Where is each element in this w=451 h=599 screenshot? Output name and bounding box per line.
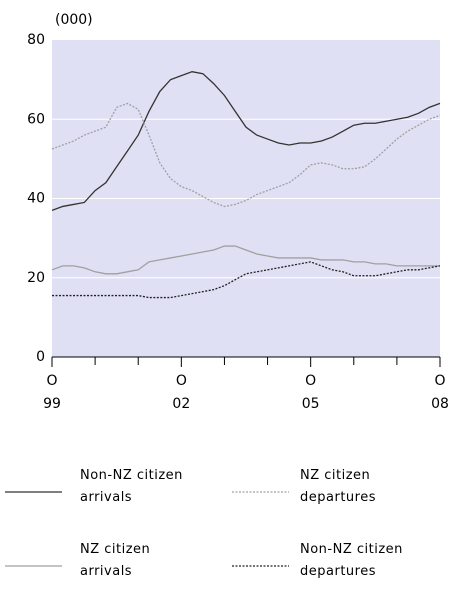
x-tick-label: O 02	[172, 373, 191, 412]
legend-label: Non-NZ citizen arrivals	[80, 468, 183, 505]
series-line	[51, 245, 440, 275]
legend-label: NZ citizen departures	[300, 468, 376, 505]
series-line	[51, 102, 441, 208]
y-tick-label: 60	[27, 111, 45, 127]
legend-label: NZ citizen arrivals	[80, 542, 151, 579]
y-tick-label: 80	[27, 32, 45, 48]
y-tick-label: 20	[27, 270, 45, 286]
x-tick-label: O 99	[43, 373, 61, 412]
y-tick-label: 40	[27, 191, 45, 207]
legend-label: Non-NZ citizen departures	[300, 542, 403, 579]
x-tick-label: O 05	[301, 373, 320, 412]
series-line	[51, 71, 441, 211]
series-line	[52, 261, 441, 299]
y-tick-label: 0	[36, 349, 45, 365]
y-axis-unit: (000)	[55, 12, 93, 28]
x-tick-label: O 08	[431, 373, 449, 412]
